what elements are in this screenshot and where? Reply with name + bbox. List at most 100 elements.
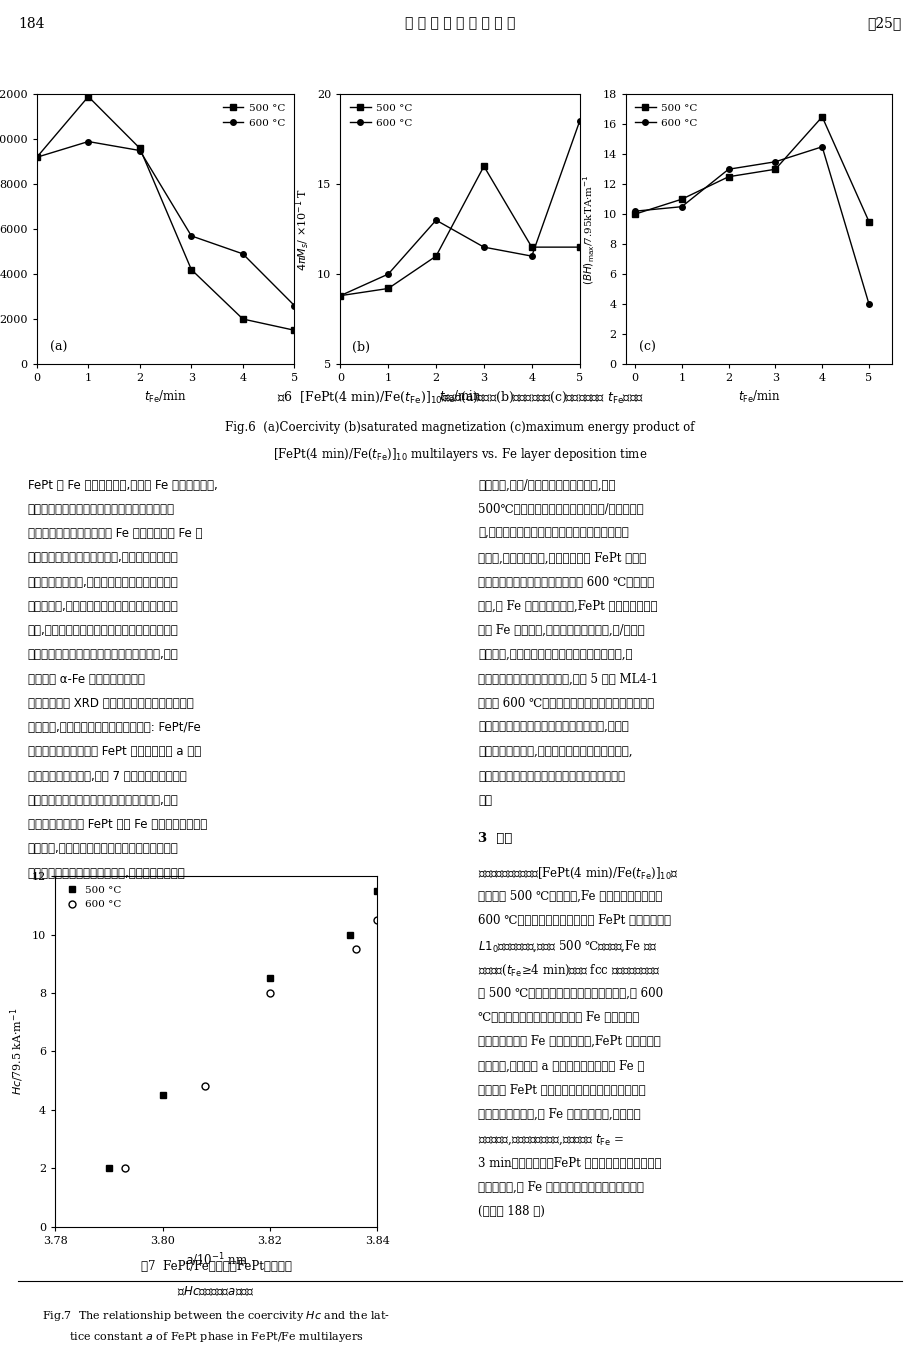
600 °C: [430, 212, 441, 228]
Text: 方面可能是由于在 FePt 相中 Fe 成分的增大。这个: 方面可能是由于在 FePt 相中 Fe 成分的增大。这个: [28, 818, 207, 832]
500 °C: [237, 311, 248, 328]
500 °C: [675, 191, 686, 208]
Text: 样品,当 Fe 层的厚度较薄时,FePt 相的晶粒长大突: 样品,当 Fe 层的厚度较薄时,FePt 相的晶粒长大突: [478, 600, 657, 613]
Line: 500 °C: 500 °C: [631, 115, 871, 225]
500 °C: [816, 109, 827, 125]
Text: 之间的交换耦合失效会严重影响其磁性能,所以设: 之间的交换耦合失效会严重影响其磁性能,所以设: [478, 721, 629, 735]
500 °C: [629, 206, 640, 222]
Text: 效。从产生高饱和磁化强度的耦合效果出发,应当: 效。从产生高饱和磁化强度的耦合效果出发,应当: [28, 648, 178, 662]
Text: 破了 Fe 层的束缚,晶粒度有明显的增长,软/硬磁相: 破了 Fe 层的束缚,晶粒度有明显的增长,软/硬磁相: [478, 624, 644, 638]
500 °C: [289, 322, 300, 338]
Text: 普遍降低,晶格常数 a 减小。热处理温度和 Fe 层: 普遍降低,晶格常数 a 减小。热处理温度和 Fe 层: [478, 1060, 644, 1073]
600 °C: [769, 154, 780, 170]
Text: ℃热处理后的样品晶粒度则随着 Fe 层厚度的减: ℃热处理后的样品晶粒度则随着 Fe 层厚度的减: [478, 1011, 639, 1024]
X-axis label: $t_{\rm Fe}$/min: $t_{\rm Fe}$/min: [737, 388, 779, 404]
500 °C: [478, 158, 489, 174]
Text: 矫顽力下降,饱和磁化强度增加,而磁能积在 $t_{\rm Fe}$ =: 矫顽力下降,饱和磁化强度增加,而磁能积在 $t_{\rm Fe}$ =: [478, 1132, 624, 1147]
500 °C: [83, 89, 94, 105]
Text: 过 500 ℃热处理后的样品晶粒度变化不大,而 600: 过 500 ℃热处理后的样品晶粒度变化不大,而 600: [478, 987, 663, 1000]
Text: 600 ℃热处理后的所有样品中的 FePt 相都转变成了: 600 ℃热处理后的所有样品中的 FePt 相都转变成了: [478, 914, 671, 927]
600 °C: [478, 239, 489, 255]
600 °C: [629, 204, 640, 220]
Text: 由磁控溅射制备的[FePt(4 min)/Fe($t_{\rm Fe}$)]$_{10}$多: 由磁控溅射制备的[FePt(4 min)/Fe($t_{\rm Fe}$)]$_…: [478, 865, 678, 880]
600 °C: [186, 228, 197, 244]
X-axis label: $a$/10$^{-1}$ nm: $a$/10$^{-1}$ nm: [185, 1251, 247, 1268]
Text: 的矫顽力,我们发现了一条经验性的规律: FePt/Fe: 的矫顽力,我们发现了一条经验性的规律: FePt/Fe: [28, 721, 200, 735]
600 °C: [83, 133, 94, 150]
Text: 计合理的膜层结构,制定合理的热处理温度和时间,: 计合理的膜层结构,制定合理的热处理温度和时间,: [478, 745, 632, 759]
500 °C: [573, 239, 584, 255]
500 °C: [31, 150, 42, 166]
600 °C: [119, 1161, 130, 1177]
Text: 图7  FePt/Fe多层膜中FePt相的矫顽: 图7 FePt/Fe多层膜中FePt相的矫顽: [141, 1260, 291, 1274]
Text: 成良好的晶体结构,从而影响了软磁层的饱和磁化: 成良好的晶体结构,从而影响了软磁层的饱和磁化: [28, 576, 178, 589]
X-axis label: $t_{\rm Fe}$/min: $t_{\rm Fe}$/min: [438, 388, 481, 404]
Text: 的影响。在成分和结构上的偏离,会影响其硬磁性。: 的影响。在成分和结构上的偏离,会影响其硬磁性。: [28, 867, 185, 880]
Text: 尺寸几乎不发生变化。而对于经过 600 ℃热处理的: 尺寸几乎不发生变化。而对于经过 600 ℃热处理的: [478, 576, 653, 589]
Text: 真 空 科 学 与 技 术 学 报: 真 空 科 学 与 技 术 学 报: [404, 16, 515, 31]
600 °C: [134, 143, 145, 159]
Text: 要。: 要。: [478, 794, 492, 807]
Text: 层膜经过 500 ℃热处理后,Fe 层较薄的样品和经过: 层膜经过 500 ℃热处理后,Fe 层较薄的样品和经过: [478, 890, 662, 903]
Text: 厚的样品($t_{\rm Fe}$≥4 min)仍然为 fcc 结构的无序相。经: 厚的样品($t_{\rm Fe}$≥4 min)仍然为 fcc 结构的无序相。经: [478, 962, 660, 977]
500 °C: [382, 280, 393, 297]
500 °C: [157, 1086, 168, 1103]
Text: (a): (a): [50, 341, 67, 353]
Legend: 500 °C, 600 °C: 500 °C, 600 °C: [346, 100, 416, 132]
500 °C: [430, 248, 441, 264]
Text: 通过对比 XRD 得到的晶格常数和多层膜样品: 通过对比 XRD 得到的晶格常数和多层膜样品: [28, 697, 193, 710]
Line: 600 °C: 600 °C: [121, 917, 380, 1171]
500 °C: [335, 287, 346, 303]
500 °C: [345, 926, 356, 942]
600 °C: [526, 248, 537, 264]
Line: 600 °C: 600 °C: [631, 144, 871, 307]
Text: 构方面,实验结果显示,在这种情况下 FePt 相晶粒: 构方面,实验结果显示,在这种情况下 FePt 相晶粒: [478, 551, 646, 565]
Text: (b): (b): [352, 341, 370, 353]
Text: 500℃热处理的样品都表现良好的软/硬磁交换耦: 500℃热处理的样品都表现良好的软/硬磁交换耦: [478, 503, 643, 516]
X-axis label: $t_{\rm Fe}$/min: $t_{\rm Fe}$/min: [144, 388, 187, 404]
500 °C: [863, 213, 874, 229]
Text: 3  结论: 3 结论: [478, 832, 512, 845]
Text: 厚度对于 FePt 相的晶体结构有较大的影响。对其: 厚度对于 FePt 相的晶体结构有较大的影响。对其: [478, 1084, 645, 1097]
Text: 同所致。由于共格应力的作用,在软磁相中未能形: 同所致。由于共格应力的作用,在软磁相中未能形: [28, 551, 178, 565]
600 °C: [722, 162, 733, 178]
Text: 3 min时有极大值。FePt 相的结构和磁性能受到软: 3 min时有极大值。FePt 相的结构和磁性能受到软: [478, 1157, 661, 1170]
500 °C: [526, 239, 537, 255]
600 °C: [371, 913, 382, 929]
Text: 高。这可能是在多层膜中的 Fe 与单层膜上的 Fe 不: 高。这可能是在多层膜中的 Fe 与单层膜上的 Fe 不: [28, 527, 202, 541]
500 °C: [134, 140, 145, 156]
600 °C: [335, 287, 346, 303]
Text: 小一方面可能是由于受到软磁相的应力作用,另一: 小一方面可能是由于受到软磁相的应力作用,另一: [28, 794, 178, 807]
500 °C: [371, 883, 382, 899]
Text: 磁性能的测量表明,当 Fe 层厚度增加时,多层膜的: 磁性能的测量表明,当 Fe 层厚度增加时,多层膜的: [478, 1108, 641, 1122]
Line: 500 °C: 500 °C: [106, 887, 380, 1171]
Text: 小而增大。随着 Fe 层厚度的增加,FePt 相的有序度: 小而增大。随着 Fe 层厚度的增加,FePt 相的有序度: [478, 1035, 661, 1049]
Line: 500 °C: 500 °C: [337, 163, 582, 298]
Text: 力$Hc$与晶格常数$a$的关系: 力$Hc$与晶格常数$a$的关系: [177, 1285, 255, 1298]
600 °C: [382, 266, 393, 282]
500 °C: [722, 168, 733, 185]
Text: 磁相的影响,在 Fe 层厚度较大时矫顽力有较大的下: 磁相的影响,在 Fe 层厚度较大时矫顽力有较大的下: [478, 1181, 643, 1194]
Text: 设法确保 α-Fe 晶体结构的形成。: 设法确保 α-Fe 晶体结构的形成。: [28, 673, 144, 686]
Text: (下转第 188 页): (下转第 188 页): [478, 1205, 545, 1219]
Text: 互相析出,从而使二相之间的交换耦合作用削弱,产: 互相析出,从而使二相之间的交换耦合作用削弱,产: [478, 648, 632, 662]
Legend: 500 °C, 600 °C: 500 °C, 600 °C: [61, 882, 126, 914]
Text: (c): (c): [639, 341, 655, 353]
Text: 第25卷: 第25卷: [867, 16, 901, 31]
Line: 600 °C: 600 °C: [337, 119, 582, 298]
600 °C: [237, 245, 248, 262]
Y-axis label: $Hc$/79.5 kA·m$^{-1}$: $Hc$/79.5 kA·m$^{-1}$: [9, 1008, 27, 1095]
Text: $L1_0$结构的有序相,但经过 500 ℃热处理后,Fe 层较: $L1_0$结构的有序相,但经过 500 ℃热处理后,Fe 层较: [478, 938, 657, 953]
600 °C: [31, 150, 42, 166]
Y-axis label: $(BH)_{\rm max}$/7.95kTA·m$^{-1}$: $(BH)_{\rm max}$/7.95kTA·m$^{-1}$: [581, 174, 596, 284]
Text: Fig.6  (a)Coercivity (b)saturated magnetization (c)maximum energy product of: Fig.6 (a)Coercivity (b)saturated magneti…: [225, 421, 694, 434]
Text: tice constant $a$ of FePt phase in FePt/Fe multilayers: tice constant $a$ of FePt phase in FePt/…: [69, 1330, 363, 1344]
Text: 多层膜样品的矫顽力与 FePt 相的晶格常数 a 大致: 多层膜样品的矫顽力与 FePt 相的晶格常数 a 大致: [28, 745, 200, 759]
600 °C: [264, 985, 275, 1002]
Text: FePt 和 Fe 的加权平均值,而且随 Fe 层厚度的增加,: FePt 和 Fe 的加权平均值,而且随 Fe 层厚度的增加,: [28, 479, 217, 492]
600 °C: [675, 198, 686, 214]
Text: 多层膜的饱和磁化强度增强的效应并没有预期的: 多层膜的饱和磁化强度增强的效应并没有预期的: [28, 503, 175, 516]
Text: 图6  [FePt(4 min)/Fe($t_{\rm Fe}$)]$_{10}$多层膜(a)矫顽力(b)饱和磁化强度(c)最大磁能积与 $t_{\rm Fe}: 图6 [FePt(4 min)/Fe($t_{\rm Fe}$)]$_{10}$…: [277, 390, 642, 406]
600 °C: [289, 298, 300, 314]
Y-axis label: $4\pi M_s$/ ×10$^{-1}$ T: $4\pi M_s$/ ×10$^{-1}$ T: [293, 187, 312, 271]
